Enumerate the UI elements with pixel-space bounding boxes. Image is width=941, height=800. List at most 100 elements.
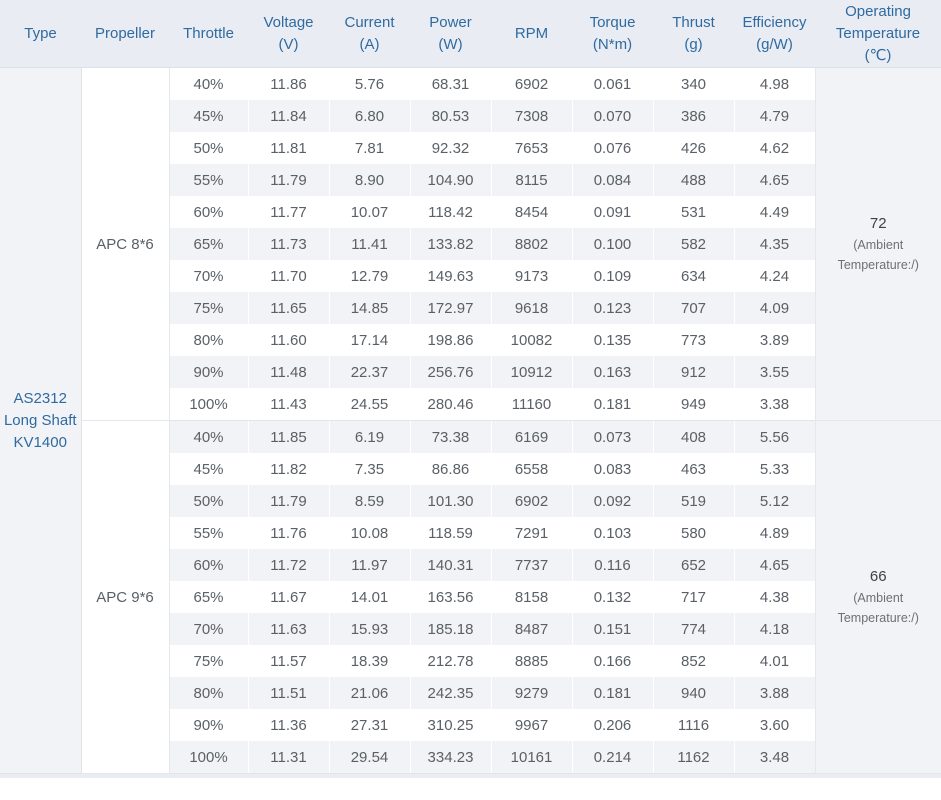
throttle-cell: 65% — [168, 581, 248, 613]
power-cell: 92.32 — [409, 132, 491, 164]
header-type-label: Type — [24, 24, 57, 42]
efficiency-cell: 3.89 — [733, 324, 815, 356]
current-cell: 18.39 — [328, 645, 410, 677]
temperature-note-line-1: (Ambient — [853, 238, 904, 252]
current-cell: 17.14 — [328, 324, 410, 356]
rpm-cell: 7291 — [490, 517, 572, 549]
header-torque: Torque (N*m) — [572, 0, 653, 68]
efficiency-cell: 3.38 — [733, 388, 815, 421]
motor-type-line-1: AS2312 — [13, 389, 67, 407]
header-efficiency-unit: (g/W) — [756, 35, 793, 53]
efficiency-cell: 4.79 — [733, 100, 815, 132]
table-row: 45% 11.82 7.35 86.86 6558 0.083 463 5.33 — [0, 453, 941, 485]
rpm-cell: 9173 — [490, 260, 572, 292]
voltage-cell: 11.76 — [247, 517, 329, 549]
power-cell: 68.31 — [409, 67, 491, 100]
header-rpm-label: RPM — [514, 24, 549, 42]
voltage-cell: 11.48 — [247, 356, 329, 388]
throttle-cell: 50% — [168, 132, 248, 164]
efficiency-cell: 5.33 — [733, 453, 815, 485]
thrust-cell: 519 — [652, 485, 734, 517]
throttle-cell: 80% — [168, 324, 248, 356]
torque-cell: 0.073 — [571, 420, 653, 453]
thrust-cell: 852 — [652, 645, 734, 677]
throttle-cell: 90% — [168, 356, 248, 388]
table-row: AS2312 Long Shaft KV1400 APC 8*6 40% 11.86 5.7… — [0, 67, 941, 774]
throttle-cell: 70% — [168, 260, 248, 292]
rpm-cell: 7737 — [490, 549, 572, 581]
thrust-cell: 488 — [652, 164, 734, 196]
current-cell: 8.59 — [328, 485, 410, 517]
current-cell: 15.93 — [328, 613, 410, 645]
throttle-cell: 90% — [168, 709, 248, 741]
header-thrust: Thrust (g) — [653, 0, 734, 68]
torque-cell: 0.076 — [571, 132, 653, 164]
power-cell: 104.90 — [409, 164, 491, 196]
table-row: 75% 11.57 18.39 212.78 8885 0.166 852 4.01 — [0, 645, 941, 677]
header-efficiency: Efficiency (g/W) — [734, 0, 815, 68]
table-header: Type Propeller Throttle Voltage (V) Curre… — [0, 0, 941, 68]
motor-performance-table: Type Propeller Throttle Voltage (V) Curre… — [0, 0, 941, 774]
table-row: 100% 11.43 24.55 280.46 11160 0.181 949 3.38 — [0, 388, 941, 421]
header-propeller: Propeller — [81, 0, 169, 68]
header-voltage-unit: (V) — [278, 35, 299, 53]
header-rpm: RPM — [491, 0, 572, 68]
header-thrust-unit: (g) — [684, 35, 703, 53]
current-cell: 12.79 — [328, 260, 410, 292]
header-efficiency-label: Efficiency — [742, 13, 807, 31]
torque-cell: 0.206 — [571, 709, 653, 741]
thrust-cell: 426 — [652, 132, 734, 164]
table-row: 90% 11.48 22.37 256.76 10912 0.163 912 3.55 — [0, 356, 941, 388]
current-cell: 27.31 — [328, 709, 410, 741]
throttle-cell: 45% — [168, 453, 248, 485]
current-cell: 22.37 — [328, 356, 410, 388]
torque-cell: 0.166 — [571, 645, 653, 677]
torque-cell: 0.100 — [571, 228, 653, 260]
header-row: Type Propeller Throttle Voltage (V) Curre… — [0, 0, 941, 68]
efficiency-cell: 3.60 — [733, 709, 815, 741]
thrust-cell: 717 — [652, 581, 734, 613]
thrust-cell: 340 — [652, 67, 734, 100]
thrust-cell: 707 — [652, 292, 734, 324]
torque-cell: 0.061 — [571, 67, 653, 100]
rpm-cell: 6558 — [490, 453, 572, 485]
table-bottom-strip — [0, 774, 941, 778]
throttle-cell: 45% — [168, 100, 248, 132]
table-row: 80% 11.51 21.06 242.35 9279 0.181 940 3.88 — [0, 677, 941, 709]
motor-type-line-3: KV1400 — [13, 433, 67, 451]
motor-type-line-2: Long Shaft — [3, 411, 77, 429]
rpm-cell: 8454 — [490, 196, 572, 228]
voltage-cell: 11.85 — [247, 420, 329, 453]
voltage-cell: 11.51 — [247, 677, 329, 709]
rpm-cell: 10082 — [490, 324, 572, 356]
voltage-cell: 11.67 — [247, 581, 329, 613]
torque-cell: 0.163 — [571, 356, 653, 388]
throttle-cell: 40% — [168, 420, 248, 453]
throttle-cell: 75% — [168, 645, 248, 677]
rpm-cell: 7653 — [490, 132, 572, 164]
thrust-cell: 949 — [652, 388, 734, 421]
power-cell: 334.23 — [409, 741, 491, 774]
throttle-cell: 40% — [168, 67, 248, 100]
header-current-unit: (A) — [359, 35, 380, 53]
header-temperature-line2: Temperature — [835, 24, 921, 42]
rpm-cell: 6902 — [490, 485, 572, 517]
torque-cell: 0.091 — [571, 196, 653, 228]
power-cell: 149.63 — [409, 260, 491, 292]
thrust-cell: 463 — [652, 453, 734, 485]
thrust-cell: 408 — [652, 420, 734, 453]
power-cell: 101.30 — [409, 485, 491, 517]
table-row: 55% 11.79 8.90 104.90 8115 0.084 488 4.65 — [0, 164, 941, 196]
header-type: Type — [0, 0, 81, 68]
current-cell: 5.76 — [328, 67, 410, 100]
throttle-cell: 80% — [168, 677, 248, 709]
power-cell: 80.53 — [409, 100, 491, 132]
torque-cell: 0.132 — [571, 581, 653, 613]
table-row: 60% 11.77 10.07 118.42 8454 0.091 531 4.49 — [0, 196, 941, 228]
current-cell: 6.80 — [328, 100, 410, 132]
table-row: 70% 11.70 12.79 149.63 9173 0.109 634 4.24 — [0, 260, 941, 292]
current-cell: 6.19 — [328, 420, 410, 453]
rpm-cell: 6902 — [490, 67, 572, 100]
efficiency-cell: 4.98 — [733, 67, 815, 100]
throttle-cell: 60% — [168, 196, 248, 228]
